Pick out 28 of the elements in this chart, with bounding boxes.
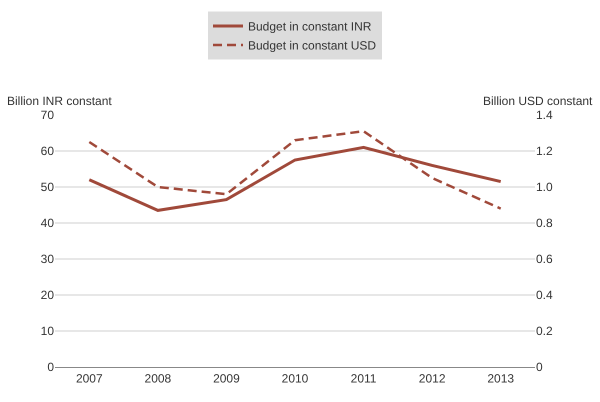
y-tick-label: 70 [40, 108, 54, 122]
x-tick-label: 2010 [282, 371, 309, 386]
y2-tick-label: 0.2 [536, 324, 554, 338]
x-tick-label: 2013 [487, 371, 514, 386]
y2-tick-label: 1.2 [536, 144, 554, 158]
y2-tick-label: 1.4 [536, 108, 554, 122]
y2-tick-label: 0.6 [536, 252, 554, 266]
y-tick-label: 20 [40, 288, 54, 302]
legend-label: Budget in constant INR [248, 20, 372, 34]
y-tick-label: 60 [40, 144, 54, 158]
legend-label: Budget in constant USD [248, 38, 376, 53]
x-tick-label: 2007 [76, 371, 103, 386]
y-tick-label: 0 [47, 360, 54, 374]
line-series [88, 130, 502, 210]
y2-axis-title: Billion USD constant [483, 94, 594, 108]
x-tick-label: 2011 [350, 371, 377, 386]
x-tick-label: 2009 [213, 371, 240, 386]
y2-tick-label: 0.8 [536, 216, 554, 230]
y-tick-label: 40 [40, 216, 54, 230]
x-tick-label: 2008 [144, 371, 172, 386]
y-tick-label: 50 [40, 180, 54, 194]
y2-tick-label: 0 [536, 360, 543, 374]
y-tick-label: 10 [40, 324, 54, 338]
y-axis-title: Billion INR constant [7, 94, 112, 108]
y2-tick-label: 0.4 [536, 288, 554, 302]
y-tick-label: 30 [40, 252, 54, 266]
y2-tick-label: 1.0 [536, 180, 554, 194]
x-tick-label: 2012 [418, 371, 446, 386]
